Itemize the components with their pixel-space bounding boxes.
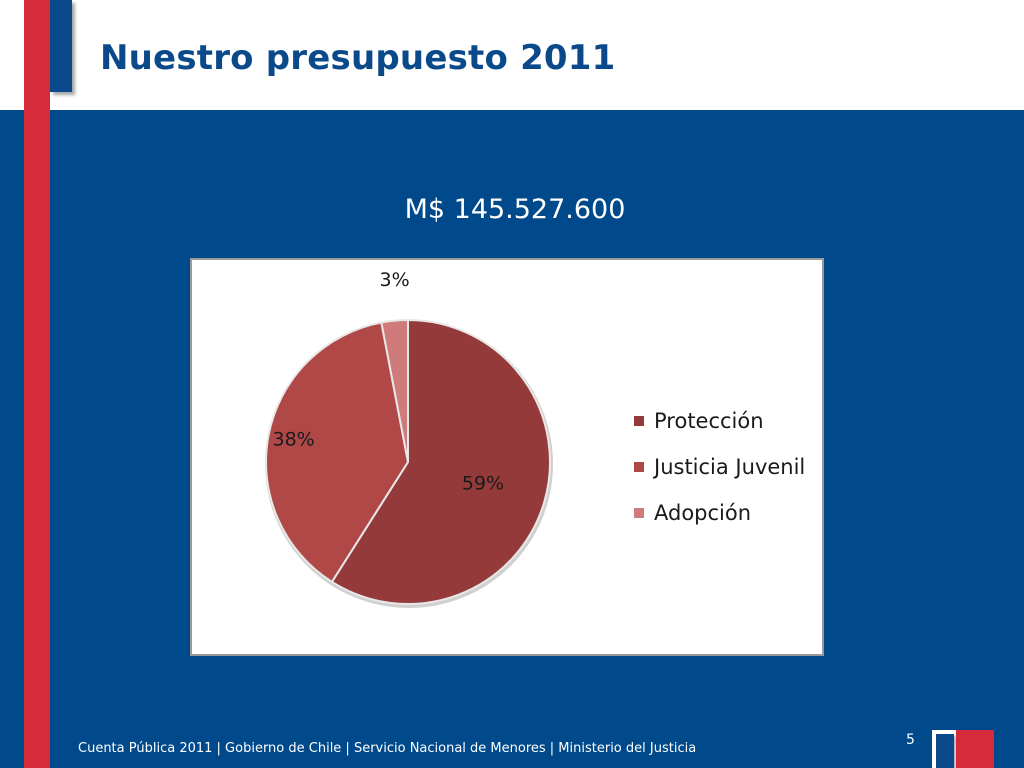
legend-item-proteccion: Protección (634, 398, 805, 444)
budget-total: M$ 145.527.600 (0, 194, 1024, 225)
legend-swatch (634, 416, 644, 426)
corner-decoration-red (956, 730, 994, 768)
chart-legend: Protección Justicia Juvenil Adopción (634, 398, 805, 536)
pie-slice-adopcion (380, 318, 409, 463)
legend-label: Justicia Juvenil (654, 455, 806, 479)
red-accent-stripe (24, 0, 50, 768)
legend-item-adopcion: Adopción (634, 490, 805, 536)
footer-text: Cuenta Pública 2011 | Gobierno de Chile … (78, 741, 697, 756)
pie-label-proteccion: 59% (462, 472, 504, 494)
pie-slice-justicia-juvenil (265, 321, 410, 584)
pie-label-justicia-juvenil: 38% (273, 429, 315, 451)
corner-decoration-blue (936, 734, 954, 768)
blue-accent-tab (50, 0, 72, 92)
budget-total-text: M$ 145.527.600 (404, 194, 626, 225)
pie-slice-proteccion (330, 318, 551, 605)
page-number: 5 (906, 732, 915, 748)
pie-label-adopcion: 3% (380, 269, 410, 291)
slide-title: Nuestro presupuesto 2011 (100, 38, 616, 78)
legend-item-justicia-juvenil: Justicia Juvenil (634, 444, 805, 490)
chart-area: 59% 38% 3% Protección Justicia Juvenil Adopc… (190, 258, 824, 656)
legend-label: Protección (654, 409, 764, 433)
pie-chart: 59% 38% 3% (265, 269, 553, 608)
legend-swatch (634, 508, 644, 518)
legend-label: Adopción (654, 501, 752, 525)
slide-header (0, 0, 1024, 110)
legend-swatch (634, 462, 644, 472)
